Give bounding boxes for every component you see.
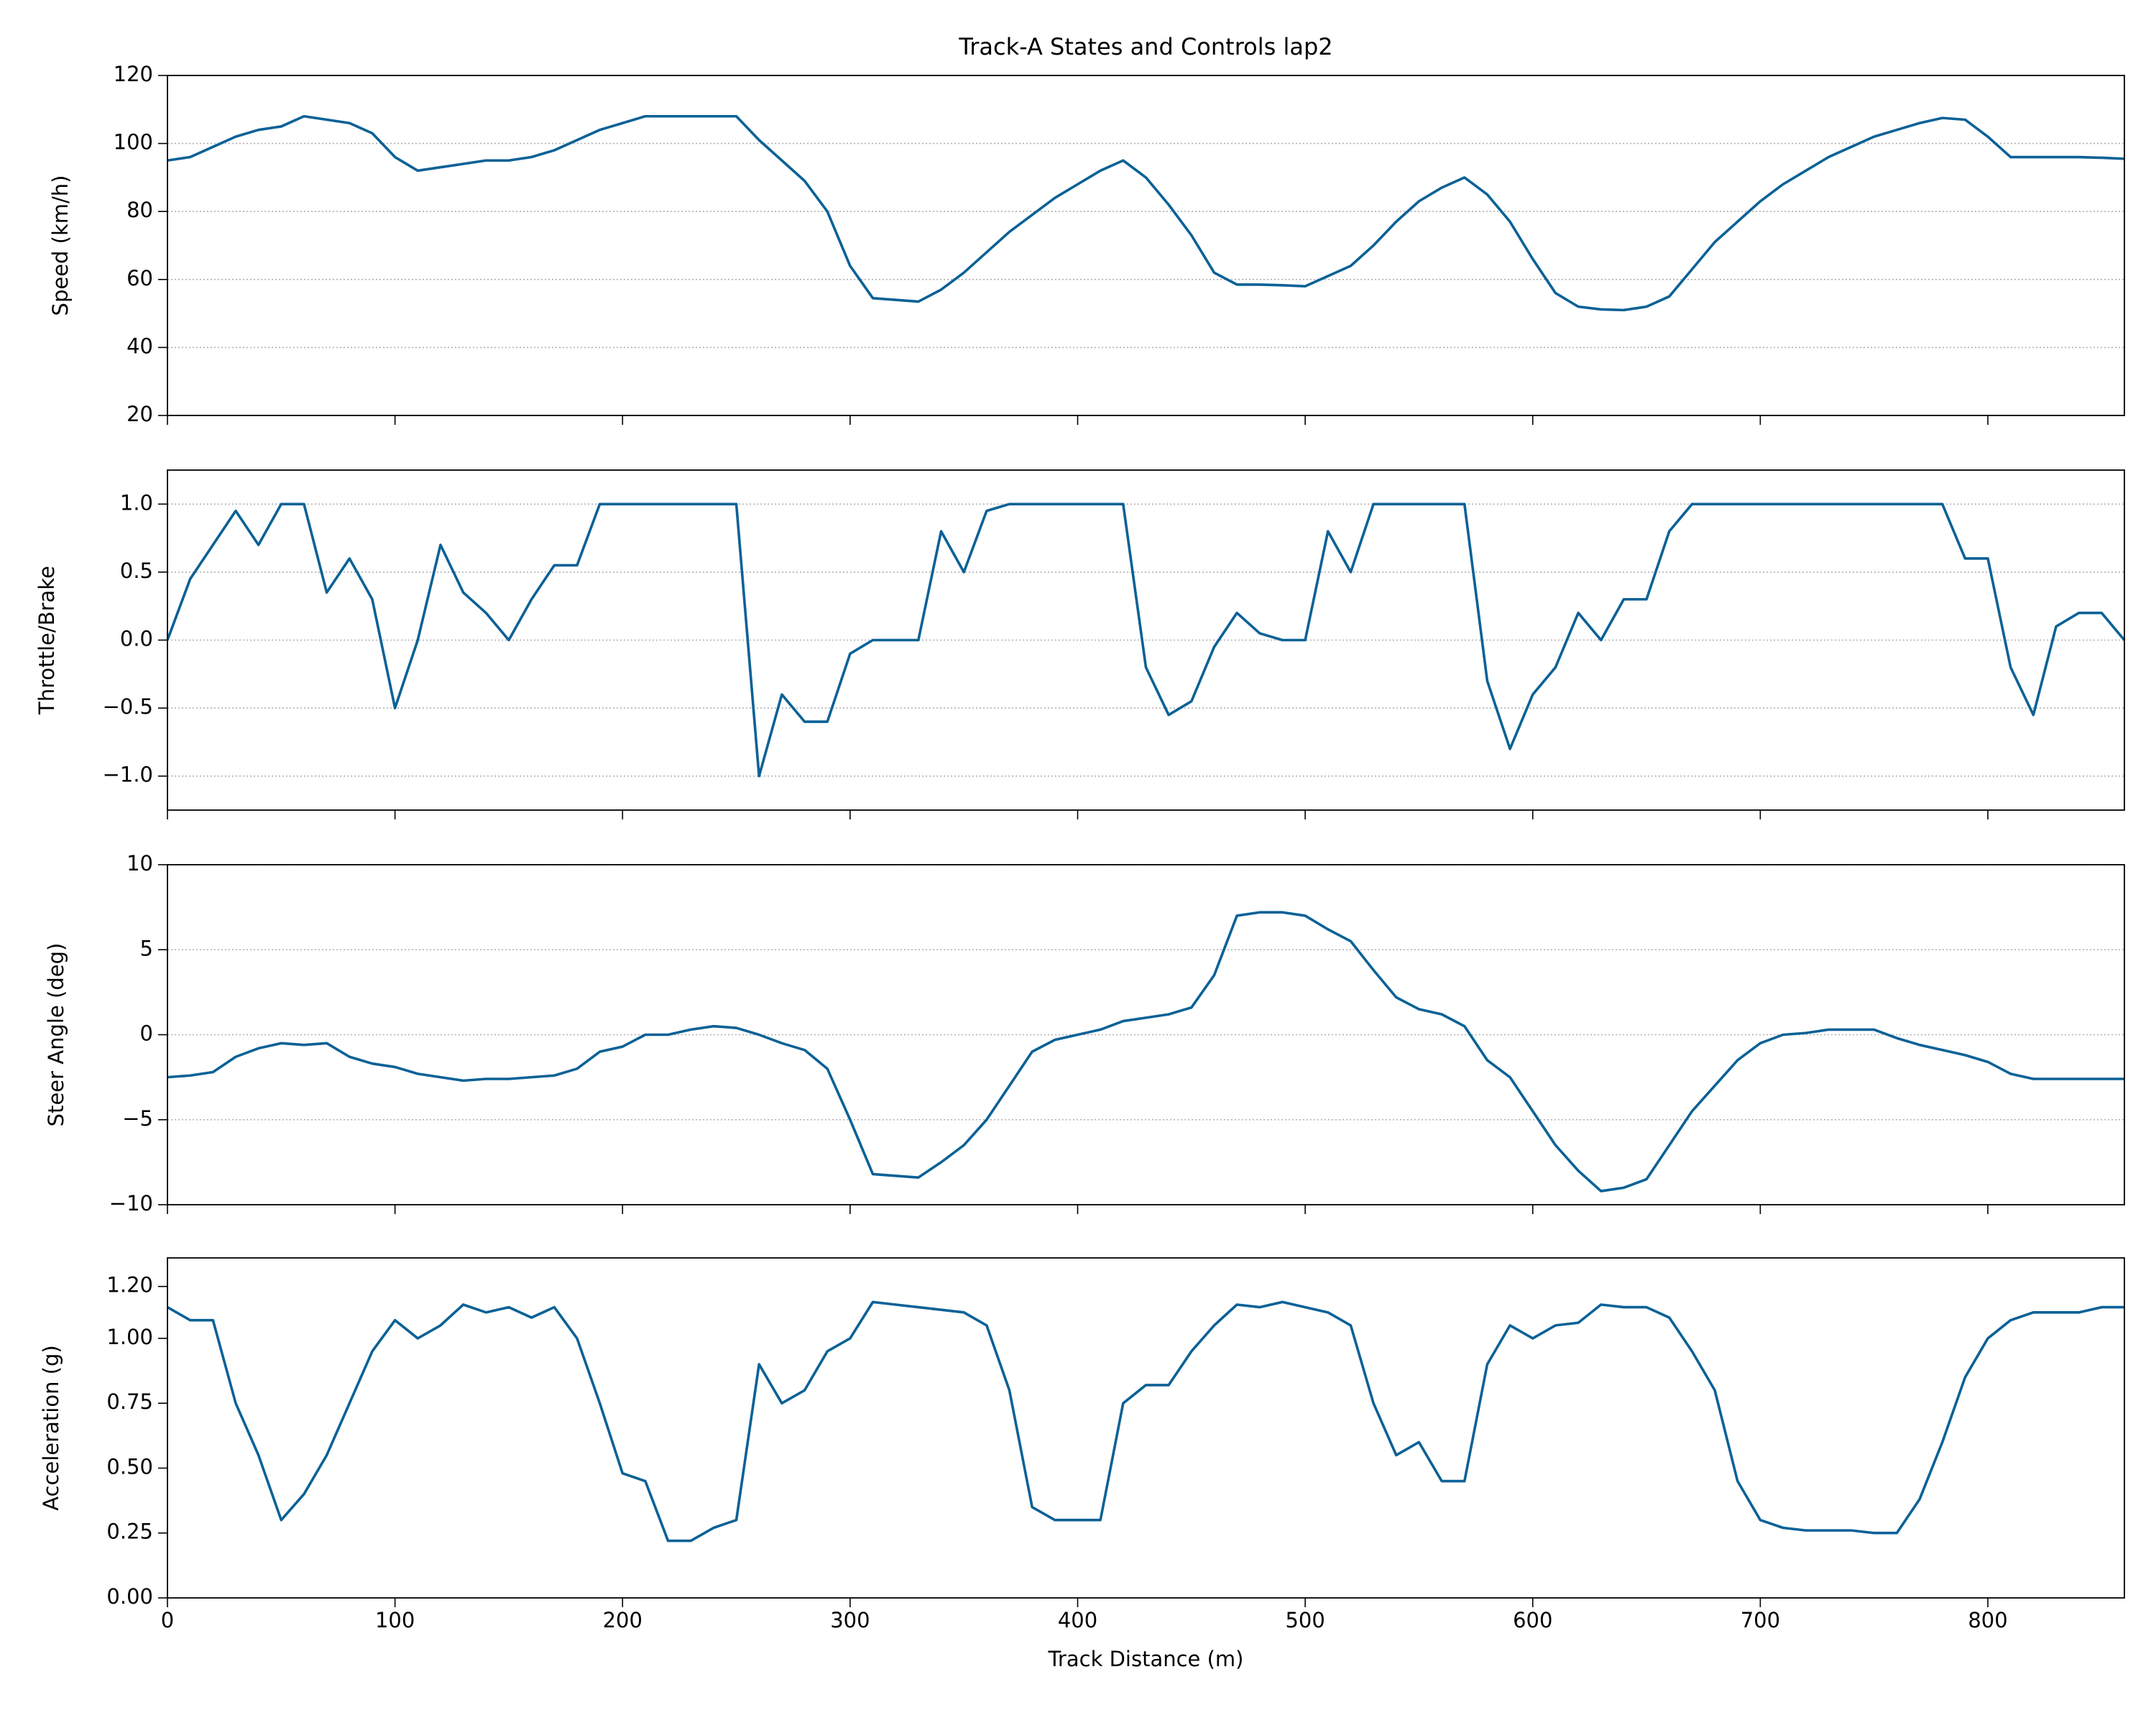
x-tick-label: 100 [375, 1608, 415, 1632]
axes-frame [167, 864, 2125, 1205]
y-tick-label: 0.00 [106, 1584, 153, 1609]
y-tick-label: 60 [126, 266, 153, 290]
y-tick-label: −10 [109, 1191, 153, 1215]
x-tick-label: 400 [1058, 1608, 1097, 1632]
x-tick-label: 700 [1741, 1608, 1780, 1632]
data-line [167, 114, 2125, 312]
y-tick-label: 5 [140, 936, 153, 960]
data-line [167, 911, 2124, 1192]
y-tick-label: 1.20 [106, 1273, 153, 1297]
x-tick-label: 800 [1968, 1608, 2007, 1632]
data-line [167, 1300, 2124, 1543]
y-tick-label: 20 [126, 402, 153, 426]
axes-frame [167, 1257, 2125, 1599]
y-tick-label: 0 [140, 1021, 153, 1046]
y-axis-label: Acceleration (g) [39, 1345, 63, 1510]
y-tick-label: −0.5 [103, 694, 153, 719]
x-tick-label: 300 [830, 1608, 870, 1632]
y-axis-label: Steer Angle (deg) [44, 943, 68, 1127]
y-tick-label: 40 [126, 334, 153, 358]
x-tick-label: 0 [161, 1608, 174, 1632]
y-tick-label: −1.0 [103, 763, 153, 787]
y-tick-label: 10 [126, 851, 153, 876]
y-axis-label: Throttle/Brake [34, 566, 59, 715]
y-axis-label: Speed (km/h) [48, 175, 73, 316]
y-tick-label: 80 [126, 198, 153, 222]
y-tick-label: 1.00 [106, 1325, 153, 1349]
axes-frame [167, 469, 2125, 811]
x-axis-label: Track Distance (m) [1047, 1647, 1243, 1671]
y-tick-label: 0.25 [106, 1520, 153, 1544]
y-tick-label: −5 [122, 1106, 153, 1131]
y-tick-label: 0.5 [120, 559, 153, 583]
x-tick-label: 200 [603, 1608, 642, 1632]
y-tick-label: 0.0 [120, 627, 153, 651]
axes-frame [167, 75, 2125, 416]
y-tick-label: 1.0 [120, 490, 153, 515]
x-tick-label: 500 [1285, 1608, 1325, 1632]
y-tick-label: 120 [114, 62, 153, 86]
y-tick-label: 0.75 [106, 1389, 153, 1414]
x-tick-label: 600 [1513, 1608, 1552, 1632]
chart-title: Track-A States and Controls lap2 [958, 33, 1332, 60]
data-line [166, 502, 2126, 778]
y-tick-label: 0.50 [106, 1454, 153, 1479]
y-tick-label: 100 [114, 130, 153, 155]
